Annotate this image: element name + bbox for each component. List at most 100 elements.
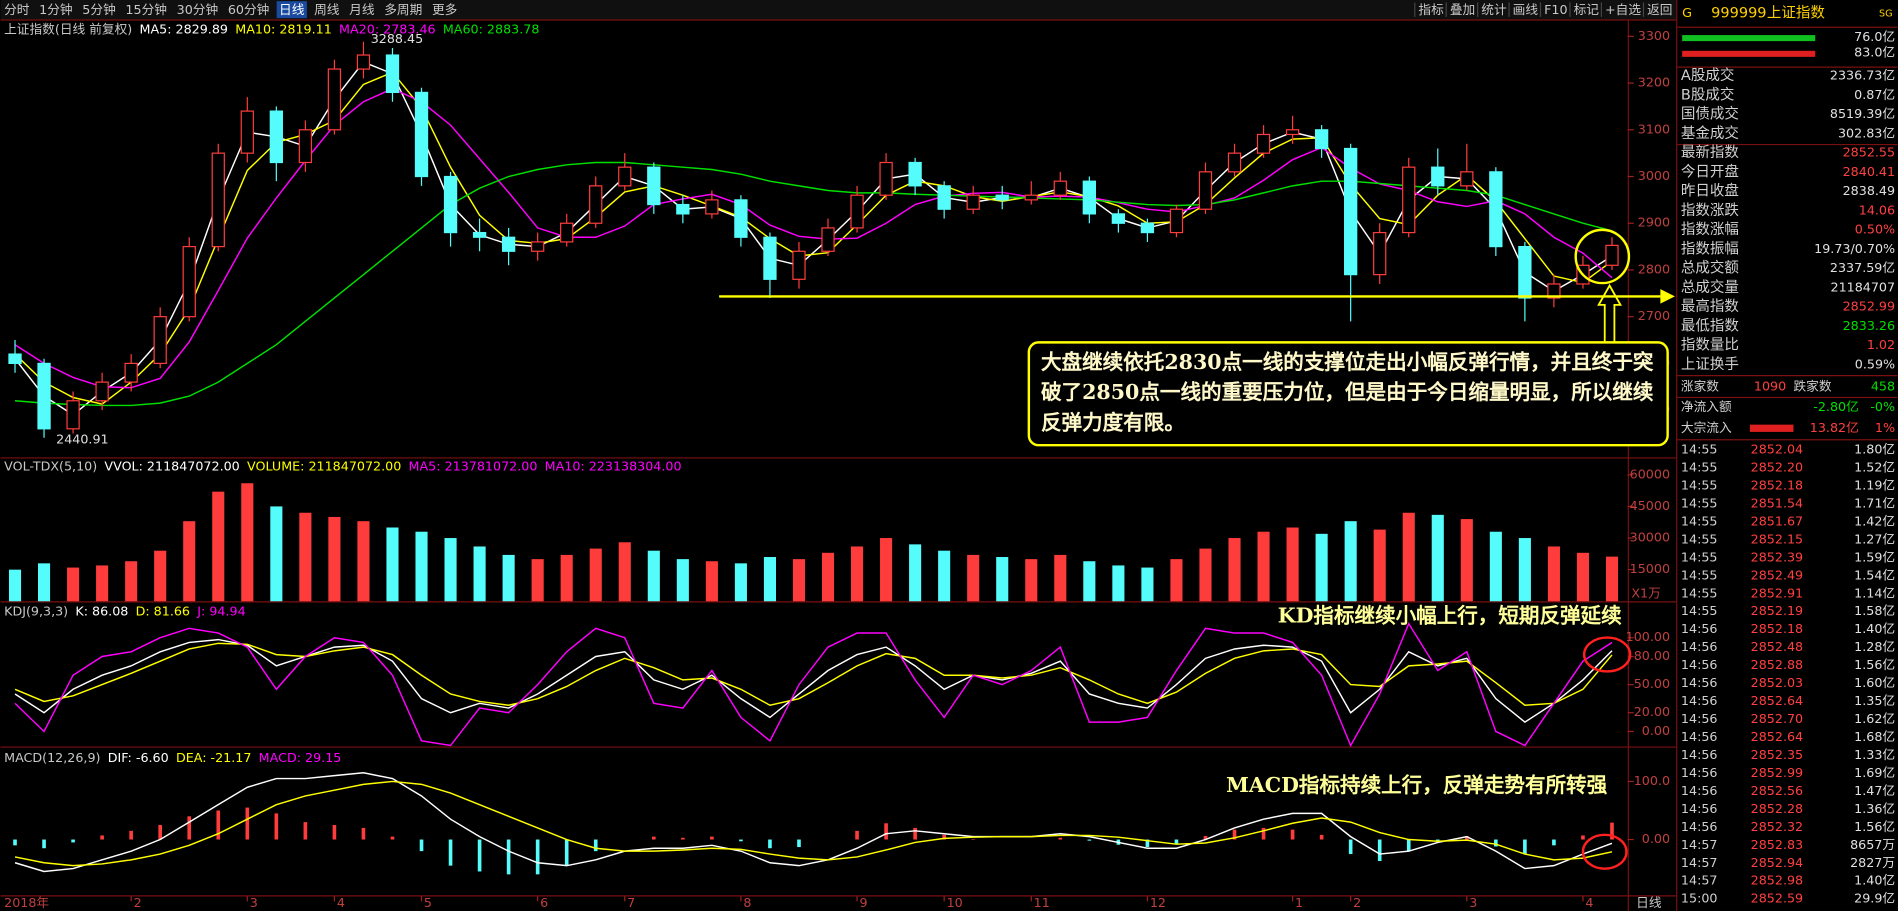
volume-bar [1141,567,1154,602]
tool-button[interactable]: 画线 [1513,2,1539,17]
kdj-line [14,638,1613,723]
period-tab[interactable]: 30分钟 [177,2,219,17]
candle-body [1256,133,1271,154]
tool-button[interactable]: 统计 [1481,2,1507,17]
badge: G [1682,5,1692,20]
volume-bar [299,512,312,602]
date-label: 5 [424,895,432,910]
volume-bar [241,483,254,602]
candle-body [589,185,603,224]
volume-bar [444,538,457,602]
period-tab[interactable]: 15分钟 [125,2,167,17]
legend-item: MA10: 2819.11 [235,22,332,37]
tick-volume: 1.40亿 [1854,873,1895,888]
legend-item: MACD: 29.15 [259,750,342,765]
volume-bar [1025,559,1038,602]
tick-price: 2852.56 [1751,783,1803,798]
tick-volume: 1.56亿 [1854,657,1895,672]
tick-time: 14:57 [1681,873,1718,888]
volume-bar [763,557,776,602]
tick-price: 2852.64 [1751,693,1803,708]
period-tab[interactable]: 多周期 [384,2,422,17]
period-tab[interactable]: 60分钟 [228,2,270,17]
tick-volume: 1.58亿 [1854,603,1895,618]
tick-price: 2852.32 [1751,819,1803,834]
volume-bar [154,550,167,602]
row-value: 0.87亿 [1854,87,1895,102]
candle-body [1605,244,1619,266]
period-tab[interactable]: 周线 [314,2,340,17]
tick-price: 2852.19 [1751,603,1803,618]
breadth: 1090 [1754,379,1786,394]
row-label: 指数涨幅 [1681,221,1739,238]
tool-button[interactable]: F10 [1544,2,1567,17]
y-tick-label: 2800 [1638,261,1670,276]
period-tab[interactable]: 5分钟 [82,2,115,17]
tick-volume: 1.40亿 [1854,621,1895,636]
tick-price: 2852.15 [1751,531,1803,546]
volume-bar [938,550,951,602]
tick-volume: 1.52亿 [1854,460,1895,475]
candle-body [879,161,893,196]
candle-body [66,400,80,430]
tool-button[interactable]: 返回 [1647,2,1672,17]
tick-price: 2851.67 [1751,513,1803,528]
candle-body [705,199,719,215]
legend-item: MA5: 2829.89 [140,22,228,37]
tick-volume: 1.36亿 [1854,801,1895,816]
tick-volume: 1.68亿 [1854,729,1895,744]
tick-price: 2852.49 [1751,567,1803,582]
candle-body [995,194,1009,201]
tick-time: 14:56 [1681,747,1718,762]
volume-bar [1489,531,1502,602]
tick-price: 2852.28 [1751,801,1803,816]
volume-bar [1170,559,1183,602]
tick-time: 15:00 [1681,891,1718,906]
period-tab[interactable]: 1分钟 [39,2,72,17]
volume-bar [909,544,922,602]
tool-button[interactable]: 指标 [1418,2,1444,17]
period-tab[interactable]: 月线 [349,2,375,17]
tool-button[interactable]: 标记 [1574,2,1600,17]
row-value: 1.02 [1867,337,1895,352]
y-tick-label: 45000 [1630,498,1670,513]
candle-body [240,110,254,154]
candle-body [1227,152,1242,173]
period-tab[interactable]: 日线 [279,2,305,17]
tick-time: 14:57 [1681,837,1718,852]
volume-bar [96,565,109,602]
volume-bar [676,559,689,602]
toolbar-bg [0,0,1677,20]
date-label: 10 [947,895,963,910]
volume-bar [1518,538,1531,602]
volume-bar [792,559,806,602]
row-value: 0.59% [1855,356,1895,371]
tick-price: 2852.83 [1751,837,1803,852]
candle-body [37,362,51,430]
breadth: 458 [1871,379,1895,394]
tick-price: 2852.59 [1751,891,1803,906]
candle-body [1402,166,1416,234]
tick-volume: 1.33亿 [1854,747,1895,762]
row-value: 302.83亿 [1838,125,1895,140]
tick-time: 14:56 [1681,765,1718,780]
candle-body [1314,129,1329,150]
volume-bar [705,561,718,602]
candle-body [531,241,545,252]
row-label: 国债成交 [1681,105,1739,123]
tick-time: 14:55 [1681,513,1718,528]
y-tick-label: 60000 [1630,466,1670,481]
tick-volume: 1.69亿 [1854,765,1895,780]
candle-body [414,91,429,178]
period-tab[interactable]: 分时 [4,2,30,17]
volume-bar [531,559,544,602]
period-tab[interactable]: 更多 [432,2,457,17]
volume-bar [618,542,631,602]
tool-button[interactable]: +自选 [1605,2,1641,17]
volume-bar [1547,546,1560,602]
tool-button[interactable]: 叠加 [1450,2,1475,17]
macd-annotation: MACD指标持续上行，反弹走势有所转强 [1226,773,1608,797]
candle-body [1460,171,1474,187]
legend-item: MA20: 2783.46 [339,22,436,37]
volume-bar [8,569,22,602]
